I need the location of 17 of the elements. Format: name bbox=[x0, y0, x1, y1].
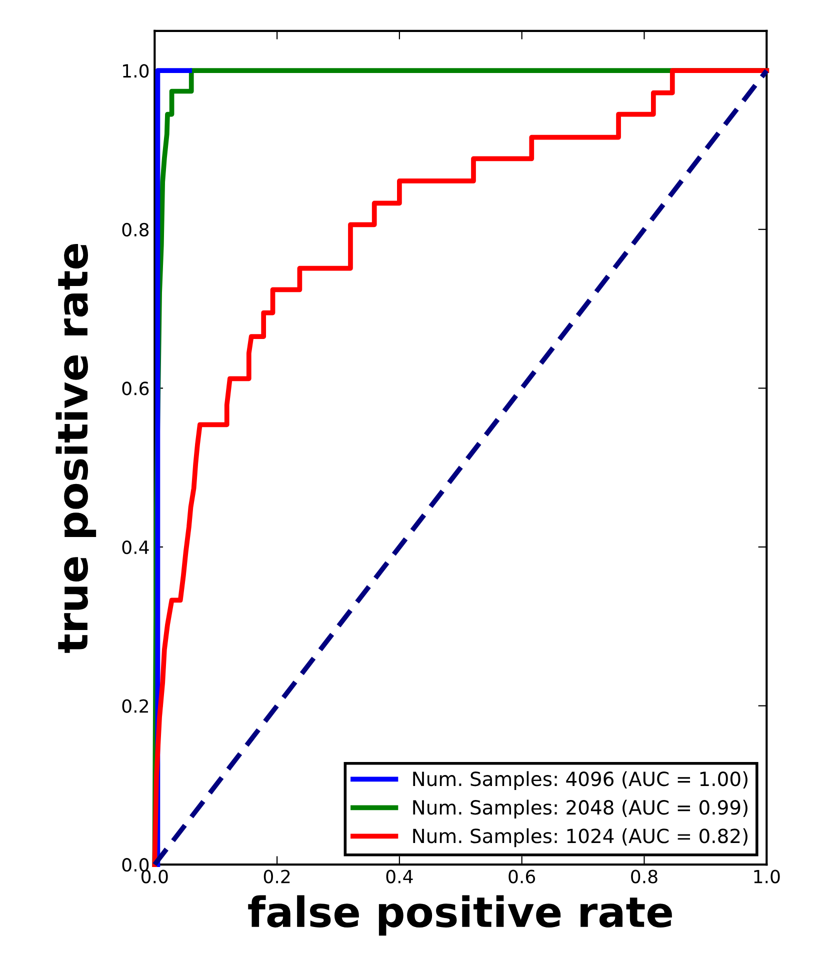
x-tick-label: 0.6 bbox=[508, 870, 536, 884]
y-tick-label: 0.8 bbox=[122, 222, 149, 237]
y-tick-label: 0.2 bbox=[122, 699, 148, 713]
y-tick-label: 0.6 bbox=[122, 382, 149, 396]
x-tick-label: 0.4 bbox=[386, 870, 413, 884]
x-tick-label: 1.0 bbox=[754, 870, 780, 884]
x-tick-label: 0.0 bbox=[141, 870, 168, 884]
legend-label: Num. Samples: 1024 (AUC = 0.82) bbox=[413, 828, 748, 848]
y-tick-label: 0.0 bbox=[122, 858, 149, 872]
y-axis-title: true positive rate bbox=[56, 244, 96, 653]
y-tick-label: 0.4 bbox=[122, 540, 149, 554]
x-tick-label: 0.2 bbox=[264, 870, 290, 884]
legend-label: Num. Samples: 2048 (AUC = 0.99) bbox=[413, 800, 748, 819]
x-tick-label: 0.8 bbox=[631, 870, 658, 884]
x-axis-title: false positive rate bbox=[248, 895, 672, 936]
legend-label: Num. Samples: 4096 (AUC = 1.00) bbox=[413, 771, 748, 790]
y-tick-label: 1.0 bbox=[123, 64, 149, 78]
